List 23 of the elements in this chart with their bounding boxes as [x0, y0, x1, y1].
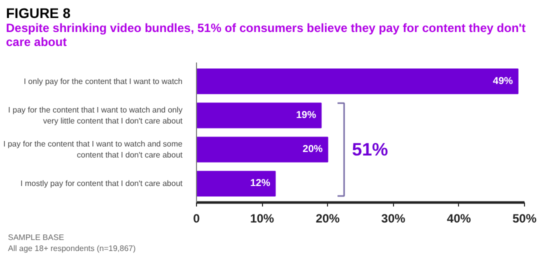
bar — [196, 136, 328, 162]
text: All age 18+ respondents (n=19,867) — [8, 244, 136, 254]
annotation: 51% — [352, 140, 388, 160]
bar — [196, 68, 518, 94]
x-tick-label: 0 — [193, 212, 200, 226]
bar — [196, 170, 276, 197]
data-label: 49% — [492, 76, 514, 87]
y-tick-label: I mostly pay for content that I don't care about — [20, 179, 184, 188]
x-tick-label: 20% — [316, 212, 340, 226]
y-tick-label: I only pay for the content that I want to watch — [24, 76, 183, 86]
y-tick-label: I pay for the content that I want to watch and some content that I don't care about — [3, 140, 184, 160]
data-label: 20% — [302, 144, 323, 156]
text: SAMPLE BASE — [8, 233, 64, 242]
x-tick-label: 40% — [446, 212, 472, 226]
y-tick-label: I pay for the content that I want to watch and only very little content that I don't care about — [8, 106, 184, 126]
chart-subtitle: Despite shrinking video bundles, 51% of consumers believe they pay for content they don't care about — [6, 20, 526, 49]
data-label: 19% — [296, 110, 316, 121]
data-label: 12% — [250, 178, 270, 190]
x-tick-label: 50% — [512, 212, 537, 226]
bar — [196, 102, 322, 128]
x-tick-label: 30% — [381, 212, 406, 226]
text: FIGURE 8 — [6, 5, 71, 21]
x-tick-label: 10% — [250, 212, 274, 226]
